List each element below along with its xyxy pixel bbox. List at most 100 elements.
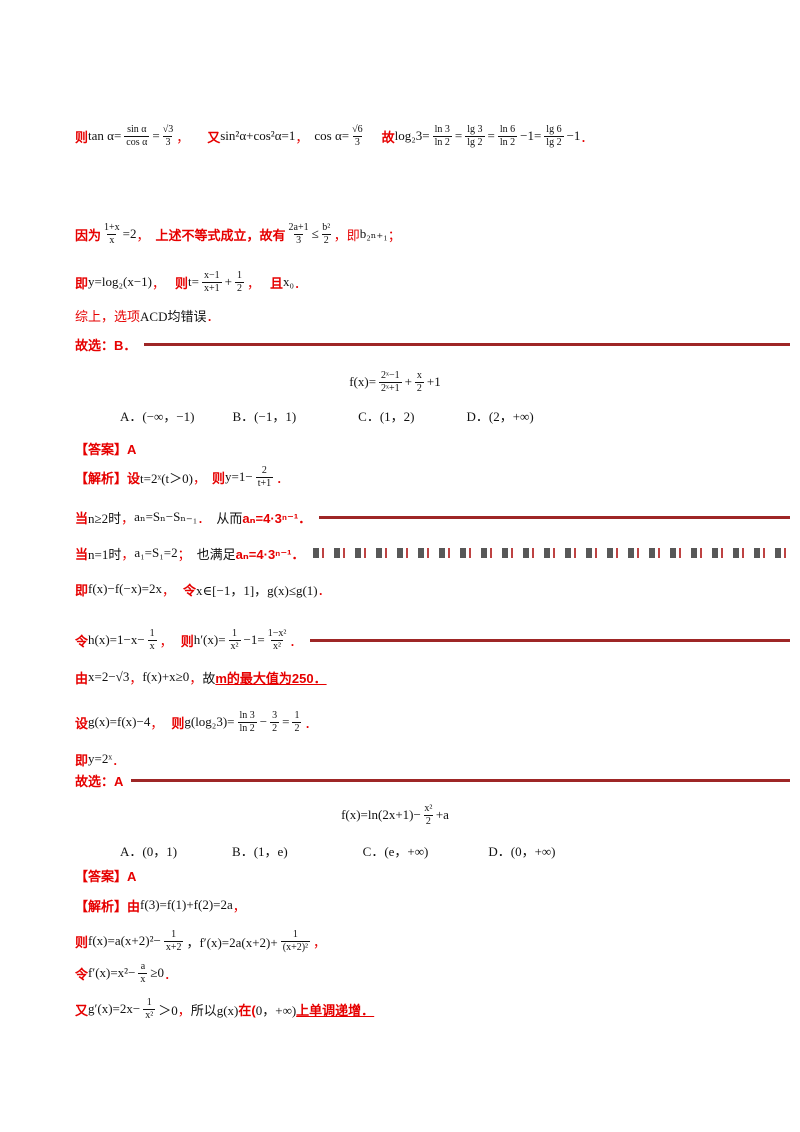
fraction: 2 t+1 bbox=[255, 465, 274, 489]
math-text: 也满足 bbox=[196, 546, 236, 562]
fraction: ln 6 ln 2 bbox=[497, 124, 518, 148]
math-text: = bbox=[454, 128, 463, 143]
choice-option: B．(−1，1) bbox=[232, 408, 297, 424]
red-punctuation: ， bbox=[313, 934, 327, 950]
document-line: A．(0，1) B．(1，e) C．(e，+∞) D．(0，+∞) bbox=[75, 840, 790, 860]
fraction: √3 3 bbox=[163, 124, 174, 148]
red-punctuation: ． bbox=[294, 275, 308, 291]
fraction-denominator: ln 2 bbox=[432, 135, 452, 148]
math-text: n=1时 bbox=[88, 546, 122, 562]
red-keyword: 且 bbox=[269, 275, 283, 291]
red-keyword: 又 bbox=[207, 129, 221, 145]
document-line: 【解析】设 t=2ˣ(t＞0)，则 y=1− 2 t+1 ． bbox=[75, 462, 790, 492]
choice-option: A．(−∞，−1) bbox=[120, 408, 195, 424]
fraction-numerator: x² bbox=[424, 803, 433, 814]
choice-option: A．(0，1) bbox=[120, 843, 178, 859]
document-line: 又 g′(x)=2x− 1 x² ＞0，所以g(x) 在(0，+∞) 上单调递增． bbox=[75, 990, 790, 1028]
fraction: 2a+1 3 bbox=[289, 222, 309, 246]
math-text: f(x)=ln(2x+1)− bbox=[341, 807, 421, 822]
math-text: y=1− bbox=[225, 469, 253, 484]
math-text: t= bbox=[188, 274, 199, 289]
red-keyword: 令 bbox=[75, 966, 89, 982]
math-text: 所以g(x) bbox=[190, 1002, 239, 1018]
red-punctuation: ， bbox=[162, 582, 176, 598]
document-line: 即 f(x)−f(−x)=2x， 令 x∈[−1，1] ，g(x)≤g(1) ． bbox=[75, 572, 790, 606]
fraction-denominator: 2 bbox=[292, 721, 302, 734]
red-keyword: 由 bbox=[127, 898, 141, 914]
math-text: x₀ bbox=[282, 274, 295, 289]
red-underline-rule bbox=[131, 778, 790, 782]
red-punctuation: ， bbox=[246, 275, 260, 291]
math-text: f(x)= bbox=[349, 374, 377, 389]
red-underline-rule bbox=[310, 638, 790, 642]
math-text: h(x)=1−x− bbox=[88, 632, 145, 647]
red-punctuation: ， bbox=[189, 670, 203, 686]
fraction-numerator: lg 3 bbox=[467, 124, 483, 135]
math-text: ＞0 bbox=[158, 1002, 178, 1018]
math-text: − bbox=[259, 714, 268, 729]
red-punctuation: ， bbox=[121, 546, 135, 562]
red-keyword: 令 bbox=[75, 633, 89, 649]
red-keyword: aₙ=4·3ⁿ⁻¹． bbox=[235, 546, 305, 562]
fraction-denominator: cos α bbox=[124, 135, 150, 148]
math-text: ≥0 bbox=[150, 965, 165, 980]
fraction-denominator: lg 2 bbox=[465, 135, 485, 148]
math-text: t=2ˣ(t＞0) bbox=[140, 470, 194, 486]
fraction-denominator: 2 bbox=[414, 381, 424, 394]
fraction-denominator: 2ˣ+1 bbox=[379, 381, 402, 394]
red-keyword: 即 bbox=[75, 275, 89, 291]
fraction-numerator: 1 bbox=[294, 710, 300, 721]
choice-option: C．(e，+∞) bbox=[362, 843, 429, 859]
fraction-denominator: x bbox=[107, 233, 117, 246]
red-punctuation: ， bbox=[136, 227, 150, 243]
document-line: 【答案】A bbox=[75, 437, 790, 459]
red-punctuation: ， bbox=[151, 275, 165, 291]
red-keyword: 则 bbox=[171, 715, 185, 731]
fraction-denominator: ln 2 bbox=[237, 721, 257, 734]
fraction-denominator: x bbox=[138, 972, 148, 985]
fraction-numerator: 2 bbox=[261, 465, 267, 476]
fraction-denominator: 3 bbox=[163, 135, 173, 148]
fraction-denominator: 3 bbox=[352, 135, 362, 148]
math-text: ≤ bbox=[311, 226, 319, 241]
red-punctuation: ， bbox=[177, 1002, 191, 1018]
red-punctuation: ． bbox=[289, 633, 303, 649]
fraction-numerator: ln 3 bbox=[434, 124, 450, 135]
red-keyword: 令 bbox=[183, 582, 197, 598]
red-keyword: 又 bbox=[75, 1002, 89, 1018]
fraction: 1 x² bbox=[228, 628, 241, 652]
fraction: √6 3 bbox=[352, 124, 363, 148]
fraction-numerator: sin α bbox=[127, 124, 147, 135]
fraction-denominator: t+1 bbox=[255, 476, 274, 489]
red-punctuation: ； bbox=[177, 546, 191, 562]
red-keyword: 则 bbox=[75, 129, 89, 145]
red-punctuation: ， bbox=[193, 470, 207, 486]
document-line: 令 h(x)=1−x− 1 x，则 h′(x)= 1 x² −1= 1−x² x² ． bbox=[75, 618, 790, 662]
fraction-numerator: 1 bbox=[236, 270, 242, 281]
fraction-numerator: 3 bbox=[272, 710, 278, 721]
red-punctuation: ． bbox=[304, 715, 318, 731]
fraction-numerator: 2a+1 bbox=[288, 222, 309, 233]
red-keyword: 设 bbox=[127, 470, 141, 486]
red-keyword: 【解析】 bbox=[75, 898, 128, 914]
red-underlined-keyword: m的最大值为250． bbox=[215, 670, 327, 686]
fraction-numerator: 1 bbox=[171, 929, 177, 940]
red-keyword: 【解析】 bbox=[75, 470, 128, 486]
choice-option: B．(1，e) bbox=[232, 843, 288, 859]
math-text: x=2−√3 bbox=[88, 669, 130, 684]
math-text: sin²α+cos²α=1 bbox=[220, 128, 296, 143]
math-text: ，f′(x)=2a(x+2)+ bbox=[186, 934, 278, 950]
math-text: 故 bbox=[202, 670, 216, 686]
fraction: 1−x² x² bbox=[268, 628, 287, 652]
fraction-numerator: lg 6 bbox=[546, 124, 562, 135]
math-text: g(log₂3)= bbox=[184, 714, 235, 729]
fraction-numerator: a bbox=[140, 961, 146, 972]
red-keyword: 故 bbox=[381, 129, 395, 145]
red-punctuation: ； bbox=[387, 227, 401, 243]
fraction: lg 6 lg 2 bbox=[544, 124, 564, 148]
math-text: f(3)=f(1)+f(2)=2a bbox=[140, 897, 233, 912]
math-text: tan α= bbox=[88, 128, 122, 143]
red-keyword: 【答案】A bbox=[75, 441, 137, 457]
document-line: 因为 1+x x =2，上述不等式成立，故有 2a+1 3 ≤ b² 2 ，即 b₂ₙ₊₁； bbox=[75, 206, 790, 262]
